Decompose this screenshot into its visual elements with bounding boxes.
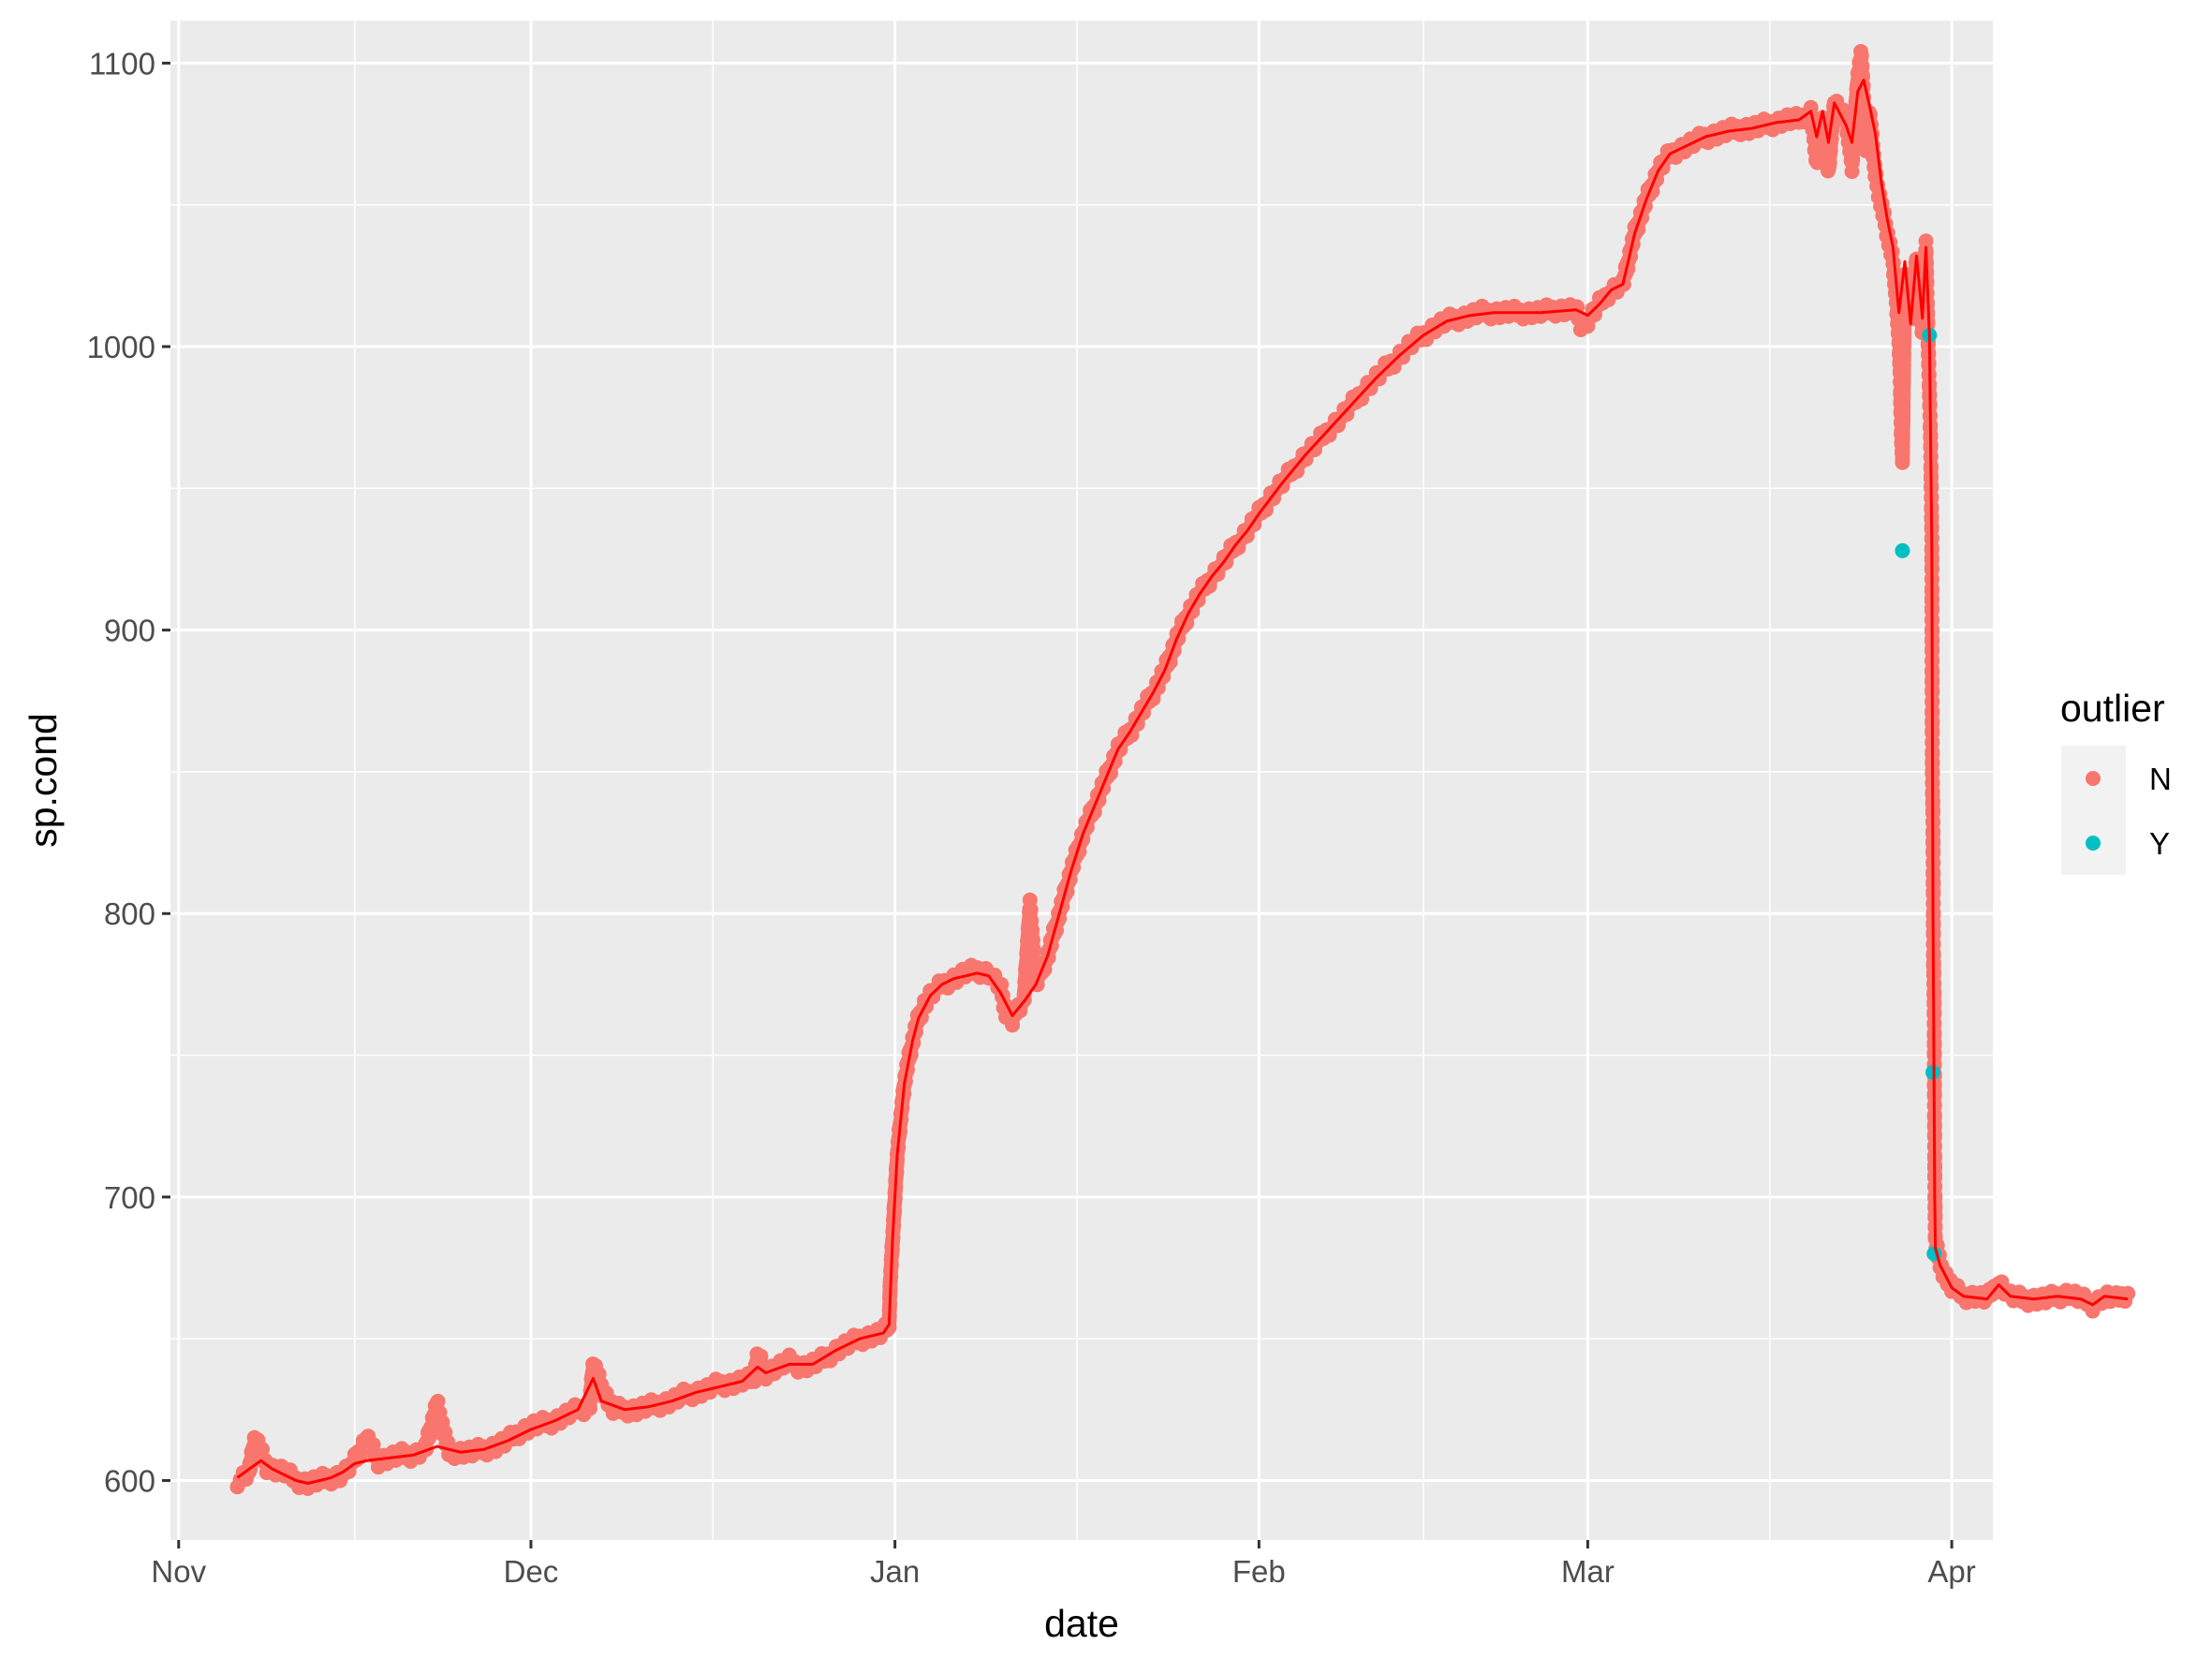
x-tick-label: Feb (1232, 1554, 1286, 1589)
legend-label-y: Y (2149, 826, 2170, 861)
x-tick-label: Nov (151, 1554, 206, 1589)
y-tick-label: 800 (104, 896, 155, 931)
legend: outlier N Y (2060, 687, 2172, 875)
legend-label-n: N (2149, 762, 2172, 796)
y-tick-label: 1000 (87, 330, 155, 364)
point-outlier-y (1895, 542, 1910, 558)
y-tick-label: 700 (104, 1180, 155, 1215)
legend-point-n (2086, 771, 2101, 786)
x-tick-label: Jan (870, 1554, 920, 1589)
y-tick-label: 1100 (89, 46, 155, 81)
trend-line (236, 79, 2129, 1485)
legend-title: outlier (2060, 687, 2165, 730)
y-tick-label: 900 (104, 614, 155, 648)
x-tick-label: Mar (1561, 1554, 1615, 1589)
minor-gridlines (170, 21, 1993, 1540)
y-tick-label: 600 (104, 1463, 155, 1498)
point-outlier-n (430, 1393, 446, 1409)
point-outlier-n (1918, 233, 1934, 249)
y-axis-title: sp.cond (22, 713, 65, 848)
data-points (229, 43, 2136, 1496)
axis-tick-labels: Nov Dec Jan Feb Mar Apr 600 700 800 900 1000 1100 (87, 46, 1976, 1589)
trend-line-layer (236, 79, 2129, 1485)
point-outlier-n (2120, 1285, 2136, 1301)
major-gridlines (170, 21, 1993, 1540)
axis-ticks (162, 61, 1954, 1548)
plot-panel (170, 21, 1993, 1540)
point-outlier-n (1023, 901, 1039, 917)
x-tick-label: Dec (504, 1554, 559, 1589)
x-tick-label: Apr (1927, 1554, 1975, 1589)
legend-point-y (2086, 836, 2101, 851)
point-outlier-n (1025, 941, 1041, 957)
x-axis-title: date (1044, 1602, 1119, 1645)
